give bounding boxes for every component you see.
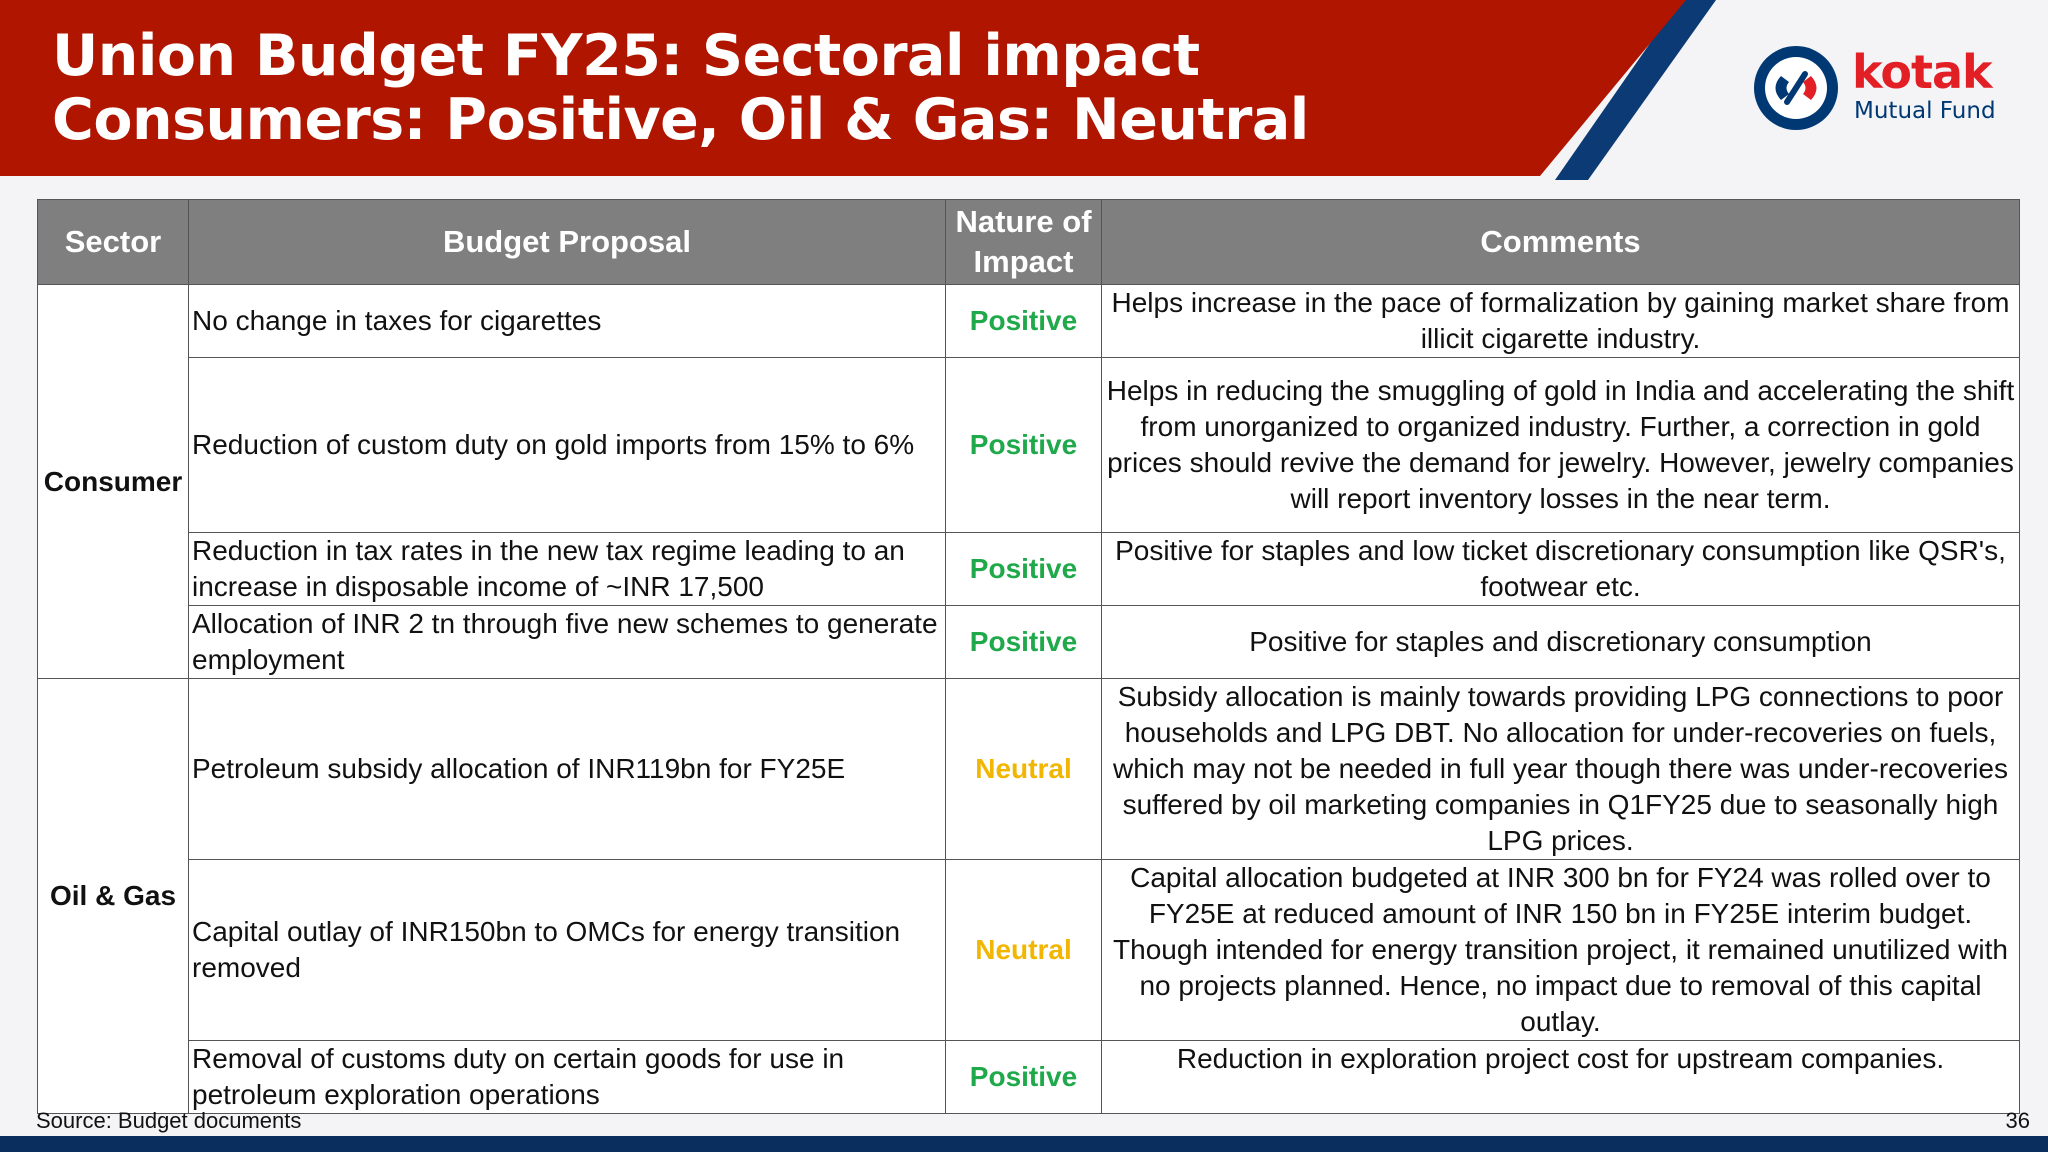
page-title: Union Budget FY25: Sectoral impact Consu… bbox=[52, 24, 1309, 152]
table-row: Removal of customs duty on certain goods… bbox=[38, 1040, 2020, 1114]
comment-cell: Capital allocation budgeted at INR 300 b… bbox=[1101, 859, 2020, 1041]
page-number: 36 bbox=[2005, 1108, 2030, 1133]
table-row: Allocation of INR 2 tn through five new … bbox=[38, 605, 2020, 679]
table-row: Reduction in tax rates in the new tax re… bbox=[38, 532, 2020, 606]
logo-wordmark: kotak bbox=[1852, 45, 1993, 99]
impact-cell: Neutral bbox=[945, 678, 1102, 860]
table-row: Consumer No change in taxes for cigarett… bbox=[37, 284, 2020, 679]
impact-cell: Positive bbox=[945, 357, 1102, 533]
header-comments: Comments bbox=[1101, 199, 2020, 285]
header-sector: Sector bbox=[37, 199, 189, 285]
proposal-cell: Removal of customs duty on certain goods… bbox=[188, 1040, 946, 1114]
title-line-1: Union Budget FY25: Sectoral impact bbox=[52, 23, 1200, 89]
source-note: Source: Budget documents bbox=[36, 1108, 302, 1133]
kotak-logo-icon bbox=[1754, 46, 1838, 130]
header-banner bbox=[0, 0, 1716, 180]
proposal-cell: Reduction of custom duty on gold imports… bbox=[188, 357, 946, 533]
footer-bar bbox=[0, 1136, 2048, 1152]
proposal-cell: Petroleum subsidy allocation of INR119bn… bbox=[188, 678, 946, 860]
impact-cell: Positive bbox=[945, 1040, 1102, 1114]
impact-cell: Positive bbox=[945, 284, 1102, 358]
impact-cell: Neutral bbox=[945, 859, 1102, 1041]
comment-cell: Helps increase in the pace of formalizat… bbox=[1101, 284, 2020, 358]
comment-cell: Positive for staples and discretionary c… bbox=[1101, 605, 2020, 679]
proposal-cell: No change in taxes for cigarettes bbox=[188, 284, 946, 358]
impact-cell: Positive bbox=[945, 532, 1102, 606]
comment-cell: Reduction in exploration project cost fo… bbox=[1101, 1040, 2020, 1114]
table-header-row: Sector Budget Proposal Nature of Impact … bbox=[37, 199, 2020, 285]
table-row: Oil & Gas Petroleum subsidy allocation o… bbox=[37, 678, 2020, 1114]
comment-cell: Helps in reducing the smuggling of gold … bbox=[1101, 357, 2020, 533]
header-nature-of-impact: Nature of Impact bbox=[945, 199, 1102, 285]
table-row: Reduction of custom duty on gold imports… bbox=[38, 357, 2020, 533]
sector-cell-oil-gas: Oil & Gas bbox=[37, 678, 189, 1114]
title-line-2: Consumers: Positive, Oil & Gas: Neutral bbox=[52, 87, 1309, 153]
sectoral-impact-table: Sector Budget Proposal Nature of Impact … bbox=[37, 199, 2020, 1114]
logo-subtitle: Mutual Fund bbox=[1854, 98, 1996, 124]
header-budget-proposal: Budget Proposal bbox=[188, 199, 946, 285]
proposal-cell: Allocation of INR 2 tn through five new … bbox=[188, 605, 946, 679]
proposal-cell: Reduction in tax rates in the new tax re… bbox=[188, 532, 946, 606]
proposal-cell: Capital outlay of INR150bn to OMCs for e… bbox=[188, 859, 946, 1041]
comment-cell: Positive for staples and low ticket disc… bbox=[1101, 532, 2020, 606]
sector-cell-consumer: Consumer bbox=[37, 284, 189, 679]
table-row: Capital outlay of INR150bn to OMCs for e… bbox=[38, 859, 2020, 1041]
impact-cell: Positive bbox=[945, 605, 1102, 679]
kotak-logo: kotak Mutual Fund bbox=[1752, 44, 2002, 132]
comment-cell: Subsidy allocation is mainly towards pro… bbox=[1101, 678, 2020, 860]
